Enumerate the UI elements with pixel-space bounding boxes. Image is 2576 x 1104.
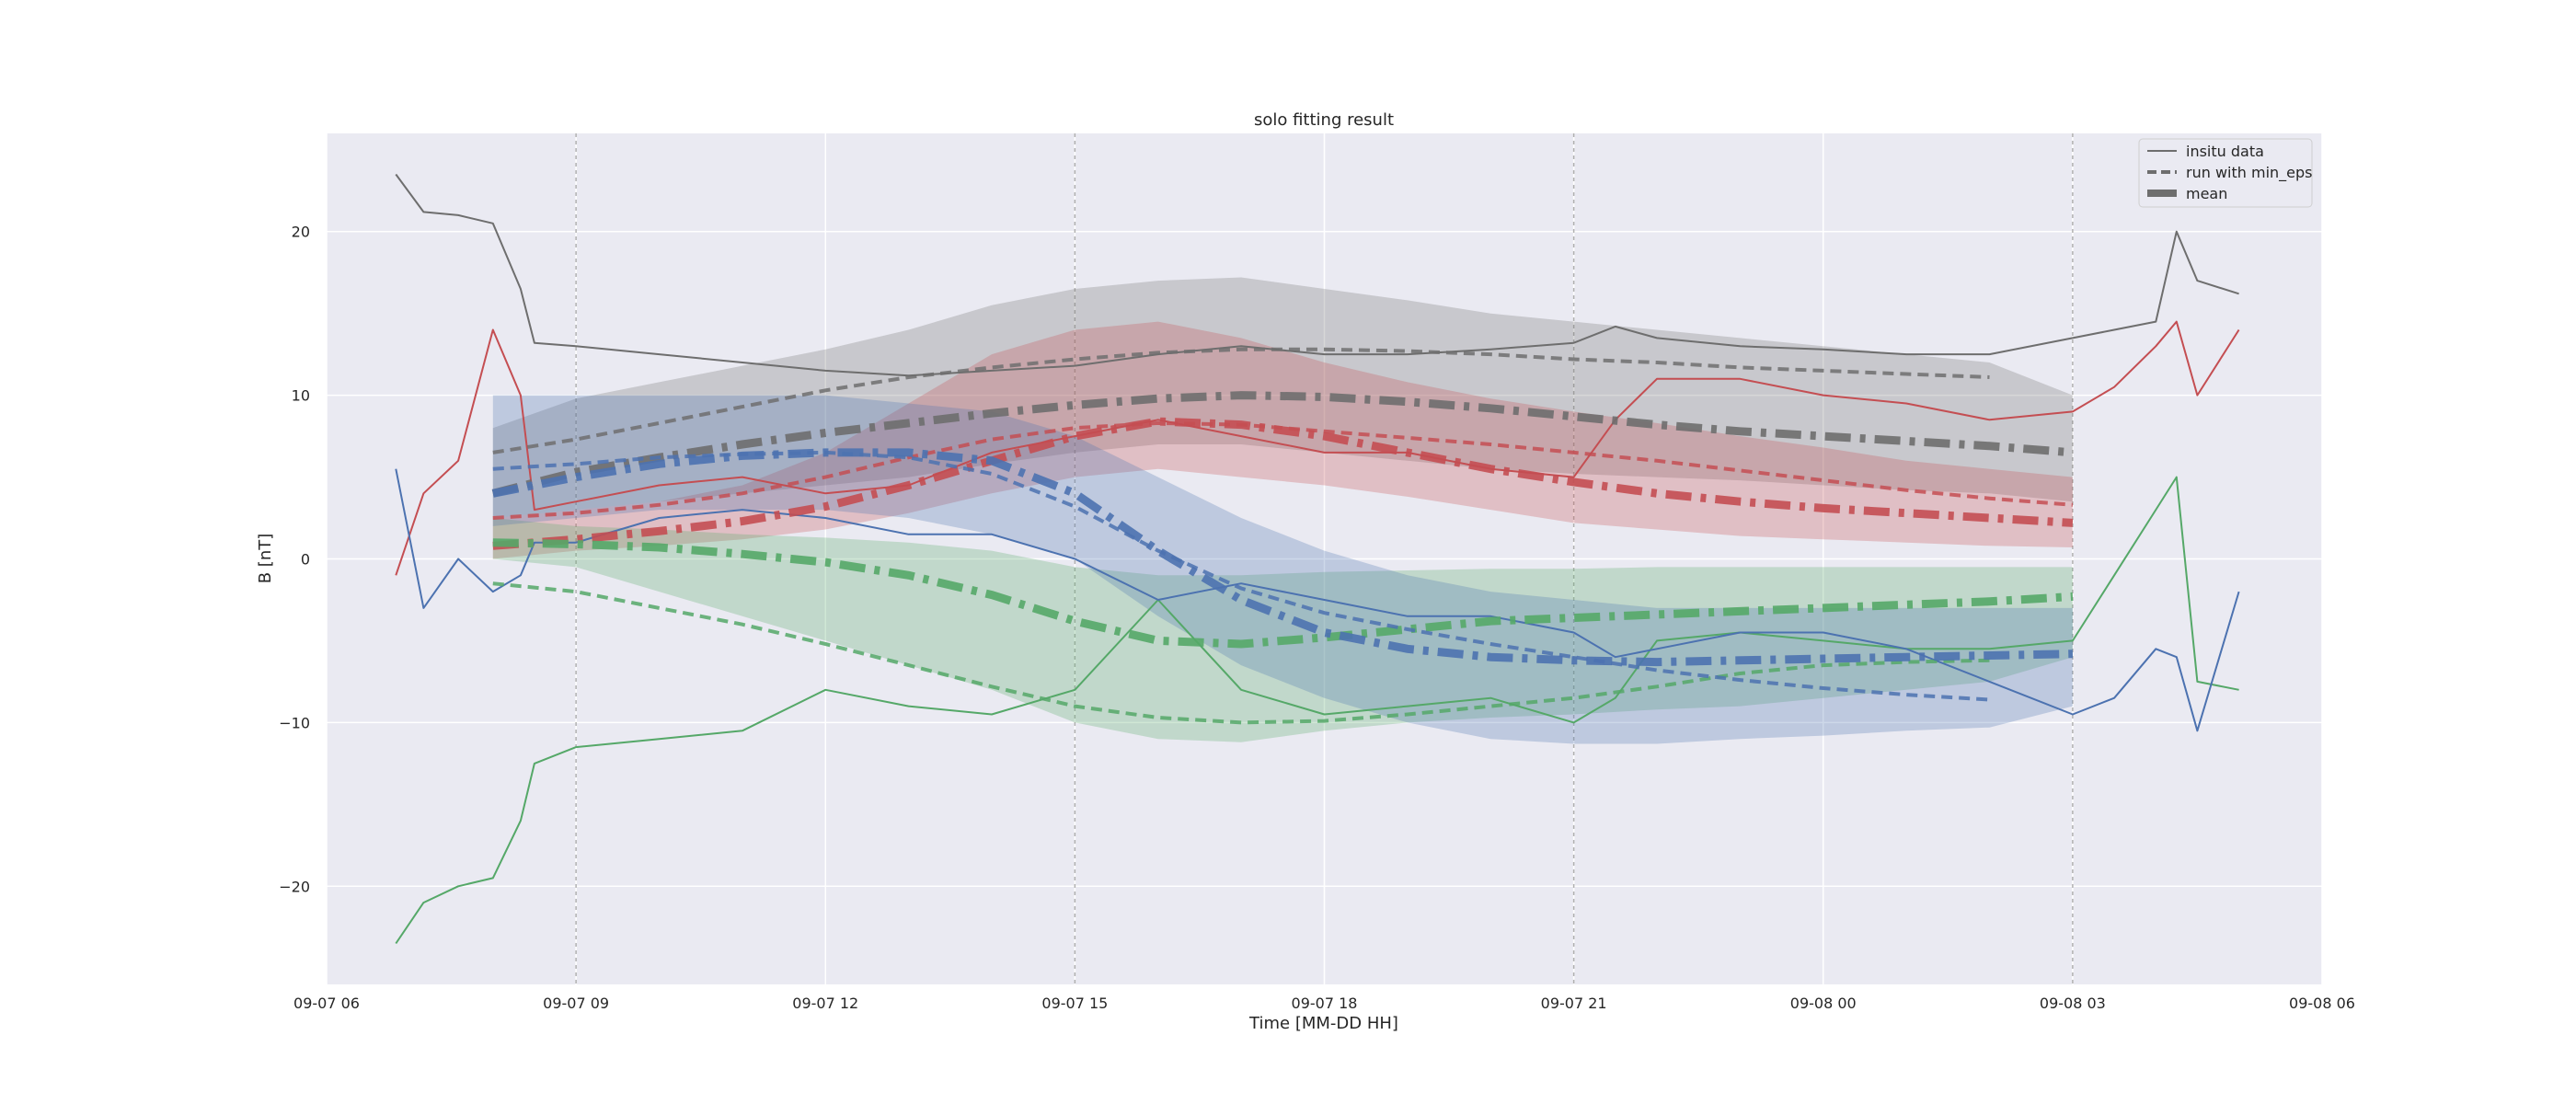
y-axis-label: B [nT] bbox=[256, 534, 275, 584]
x-tick-label: 09-08 00 bbox=[1790, 995, 1857, 1012]
insitu-line-bt bbox=[395, 173, 2239, 377]
mean-line-by bbox=[492, 538, 2074, 649]
band-bz bbox=[492, 395, 2073, 744]
min-eps-line-bx bbox=[492, 420, 2074, 520]
x-tick-label: 09-07 06 bbox=[293, 995, 360, 1012]
mean-line-bz bbox=[491, 448, 2073, 667]
fit-boundaries bbox=[575, 133, 2074, 984]
legend-box bbox=[2138, 138, 2313, 208]
band-by bbox=[492, 518, 2073, 742]
x-axis-label: Time [MM-DD HH] bbox=[1248, 1014, 1398, 1033]
x-tick-label: 09-07 12 bbox=[792, 995, 858, 1012]
y-tick-label: 0 bbox=[301, 551, 310, 569]
y-tick-label: −20 bbox=[279, 878, 310, 895]
x-tick-label: 09-07 21 bbox=[1541, 995, 1607, 1012]
x-tick-labels: 09-07 06 09-07 09 09-07 12 09-07 15 09-07 18… bbox=[293, 995, 2355, 1012]
min-eps-line-by bbox=[492, 581, 1990, 725]
chart-title: solo fitting result bbox=[1254, 110, 1394, 130]
y-tick-label: 20 bbox=[292, 224, 310, 241]
insitu-lines bbox=[395, 173, 2240, 945]
insitu-line-bz bbox=[395, 468, 2240, 732]
min-eps-line-bt bbox=[492, 347, 1990, 454]
x-tick-label: 09-07 09 bbox=[543, 995, 609, 1012]
y-tick-label: −10 bbox=[279, 714, 310, 731]
insitu-line-bx bbox=[395, 320, 2240, 576]
legend: insitu data run with min_eps mean bbox=[2138, 138, 2313, 208]
x-tick-label: 09-07 18 bbox=[1292, 995, 1358, 1012]
x-tick-label: 09-07 15 bbox=[1041, 995, 1108, 1012]
y-tick-labels: −20 −10 0 10 20 bbox=[279, 224, 310, 896]
x-tick-label: 09-08 06 bbox=[2289, 995, 2355, 1012]
legend-label-min-eps: run with min_eps bbox=[2186, 164, 2312, 182]
legend-label-insitu: insitu data bbox=[2186, 143, 2264, 160]
fit-lines bbox=[491, 347, 2074, 725]
mean-line-bx bbox=[492, 417, 2074, 550]
insitu-line-by bbox=[395, 476, 2239, 945]
legend-label-mean: mean bbox=[2186, 185, 2227, 202]
uncertainty-bands bbox=[492, 277, 2073, 744]
y-tick-label: 10 bbox=[292, 387, 310, 405]
mean-line-bt bbox=[491, 391, 2074, 498]
x-tick-label: 09-08 03 bbox=[2040, 995, 2106, 1012]
